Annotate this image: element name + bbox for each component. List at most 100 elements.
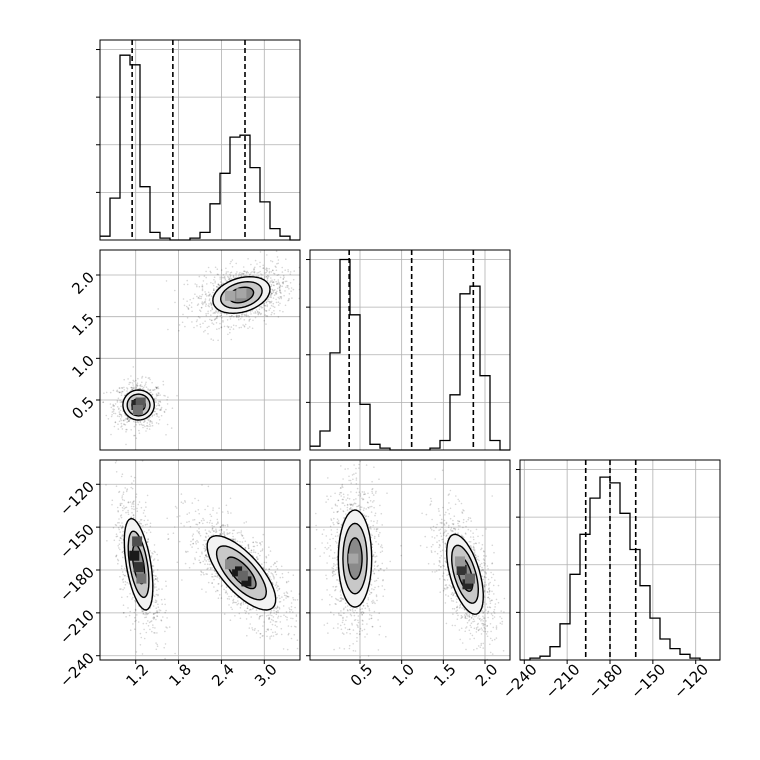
scatter-point <box>168 626 171 628</box>
scatter-point <box>276 605 279 608</box>
scatter-point <box>238 314 240 317</box>
scatter-point <box>239 274 242 276</box>
scatter-point <box>300 632 302 634</box>
density-cell <box>225 559 235 570</box>
scatter-point <box>227 512 229 514</box>
scatter-point <box>156 589 158 591</box>
scatter-point <box>134 421 137 424</box>
scatter-point <box>114 461 117 464</box>
scatter-point <box>145 612 147 614</box>
scatter-point <box>133 420 135 423</box>
scatter-point <box>342 502 345 504</box>
scatter-point <box>215 531 217 533</box>
scatter-point <box>287 580 290 583</box>
scatter-point <box>231 532 234 535</box>
scatter-point <box>248 609 251 611</box>
scatter-point <box>373 565 376 567</box>
scatter-point <box>120 537 123 540</box>
scatter-point <box>124 506 127 509</box>
scatter-point <box>196 284 198 286</box>
scatter-point <box>371 488 373 491</box>
scatter-point <box>288 632 290 635</box>
scatter-point <box>375 579 378 582</box>
gridlines <box>100 460 300 660</box>
scatter-point <box>325 535 328 537</box>
scatter-point <box>202 280 205 282</box>
scatter-point <box>352 478 354 481</box>
scatter-point <box>213 279 215 281</box>
scatter-point <box>229 276 231 278</box>
scatter-point <box>215 322 218 324</box>
scatter-point <box>174 652 176 655</box>
scatter-point <box>205 591 207 593</box>
scatter-point <box>268 267 271 270</box>
scatter-point <box>186 521 188 523</box>
scatter-point <box>290 290 292 293</box>
scatter-point <box>232 598 235 601</box>
scatter-point <box>205 539 207 542</box>
scatter-point <box>119 515 122 517</box>
scatter-point <box>124 419 126 421</box>
scatter-point <box>149 420 152 422</box>
scatter-point <box>335 585 338 588</box>
scatter-point <box>389 560 392 563</box>
scatter-point <box>233 315 235 318</box>
scatter-point <box>269 280 272 283</box>
scatter-point <box>150 620 153 622</box>
scatter-point <box>276 287 279 290</box>
scatter-point <box>251 309 254 312</box>
scatter-point <box>216 285 218 288</box>
scatter-point <box>118 547 120 549</box>
scatter-point <box>224 524 226 527</box>
scatter-point <box>263 308 266 311</box>
scatter-point <box>207 310 209 313</box>
scatter-point <box>163 410 166 413</box>
scatter-point <box>239 603 242 605</box>
scatter-point <box>334 492 336 495</box>
scatter-point <box>265 630 268 633</box>
scatter-point <box>218 529 221 532</box>
scatter-point <box>132 379 134 382</box>
scatter-point <box>126 388 129 390</box>
scatter-point <box>234 540 237 542</box>
scatter-point <box>245 618 248 620</box>
scatter-point <box>199 561 202 564</box>
scatter-point <box>134 609 137 611</box>
scatter-point <box>125 616 127 618</box>
scatter-point <box>254 266 256 269</box>
scatter-point <box>154 601 156 603</box>
scatter-point <box>261 549 264 552</box>
scatter-panel-1-0 <box>102 250 300 446</box>
scatter-point <box>117 390 119 393</box>
scatter-point <box>273 312 276 315</box>
scatter-point <box>146 541 149 543</box>
scatter-point <box>219 312 222 315</box>
scatter-point <box>361 611 364 613</box>
scatter-point <box>238 315 240 317</box>
scatter-point <box>301 611 303 613</box>
scatter-point <box>265 271 268 274</box>
scatter-point <box>268 296 270 299</box>
scatter-point <box>253 549 255 551</box>
scatter-point <box>257 558 259 560</box>
scatter-point <box>202 572 204 574</box>
scatter-point <box>332 574 335 576</box>
scatter-point <box>262 267 264 270</box>
scatter-point <box>208 299 211 302</box>
scatter-point <box>339 600 342 602</box>
scatter-point <box>236 271 238 273</box>
scatter-point <box>281 596 283 598</box>
scatter-point <box>341 502 344 504</box>
scatter-point <box>232 602 234 604</box>
scatter-point <box>248 547 250 549</box>
scatter-point <box>128 383 130 386</box>
scatter-point <box>215 590 217 593</box>
scatter-point <box>126 575 129 578</box>
scatter-point <box>358 630 361 633</box>
scatter-point <box>139 632 142 635</box>
scatter-point <box>123 389 126 391</box>
scatter-point <box>149 416 151 419</box>
scatter-point <box>151 552 153 554</box>
scatter-point <box>123 507 125 510</box>
scatter-point <box>201 293 204 296</box>
